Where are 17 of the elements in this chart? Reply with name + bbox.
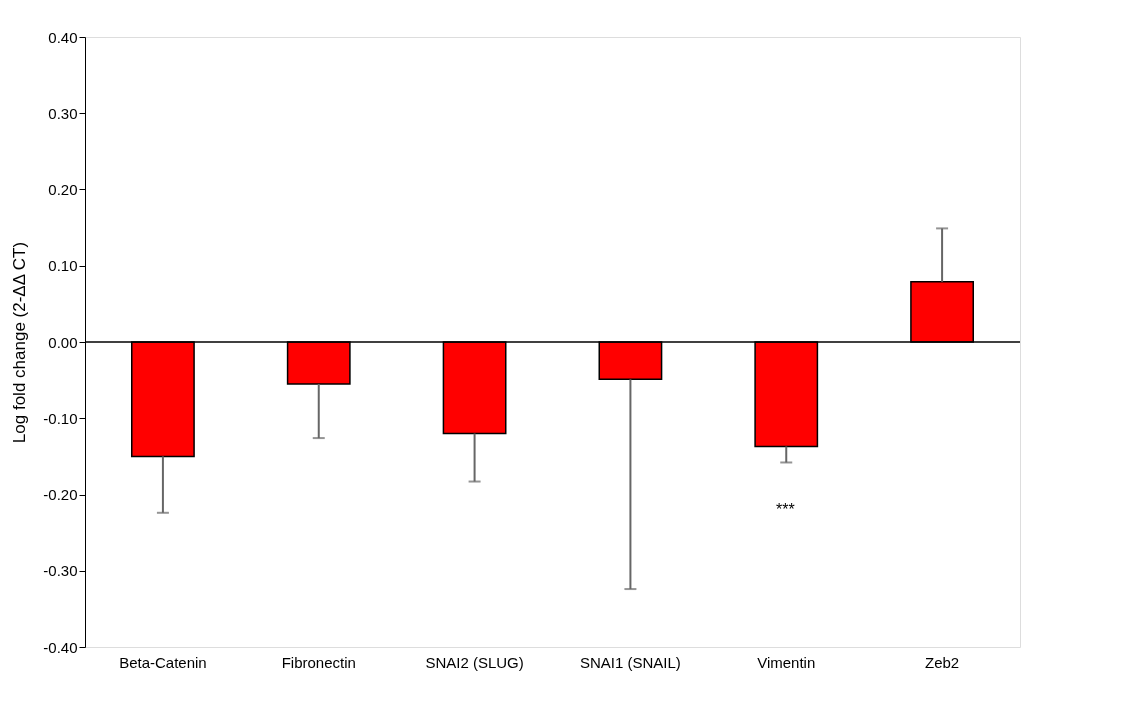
y-tick-label: 0.20 xyxy=(48,181,78,198)
x-tick-label: Fibronectin xyxy=(281,653,356,671)
annotation: *** xyxy=(775,500,795,518)
x-tick-label: SNAI1 (SNAIL) xyxy=(579,653,681,671)
y-tick-label: 0.10 xyxy=(48,257,78,275)
x-tick-label: Beta-Catenin xyxy=(119,653,207,671)
y-tick-label: -0.40 xyxy=(43,638,78,656)
x-tick-label: SNAI2 (SLUG) xyxy=(425,653,524,671)
y-tick-label: -0.20 xyxy=(43,486,78,503)
y-tick-label: 0.40 xyxy=(48,28,78,46)
y-tick-label: 0.30 xyxy=(48,104,78,122)
y-tick-label: -0.10 xyxy=(43,409,78,427)
y-tick-label: -0.30 xyxy=(43,562,78,580)
y-tick-label: 0.00 xyxy=(48,333,78,351)
x-tick-label: Vimentin xyxy=(757,653,816,671)
x-tick-label: Zeb2 xyxy=(924,653,960,671)
y-axis-title: Log fold change (2-ΔΔ CT) xyxy=(10,241,30,444)
